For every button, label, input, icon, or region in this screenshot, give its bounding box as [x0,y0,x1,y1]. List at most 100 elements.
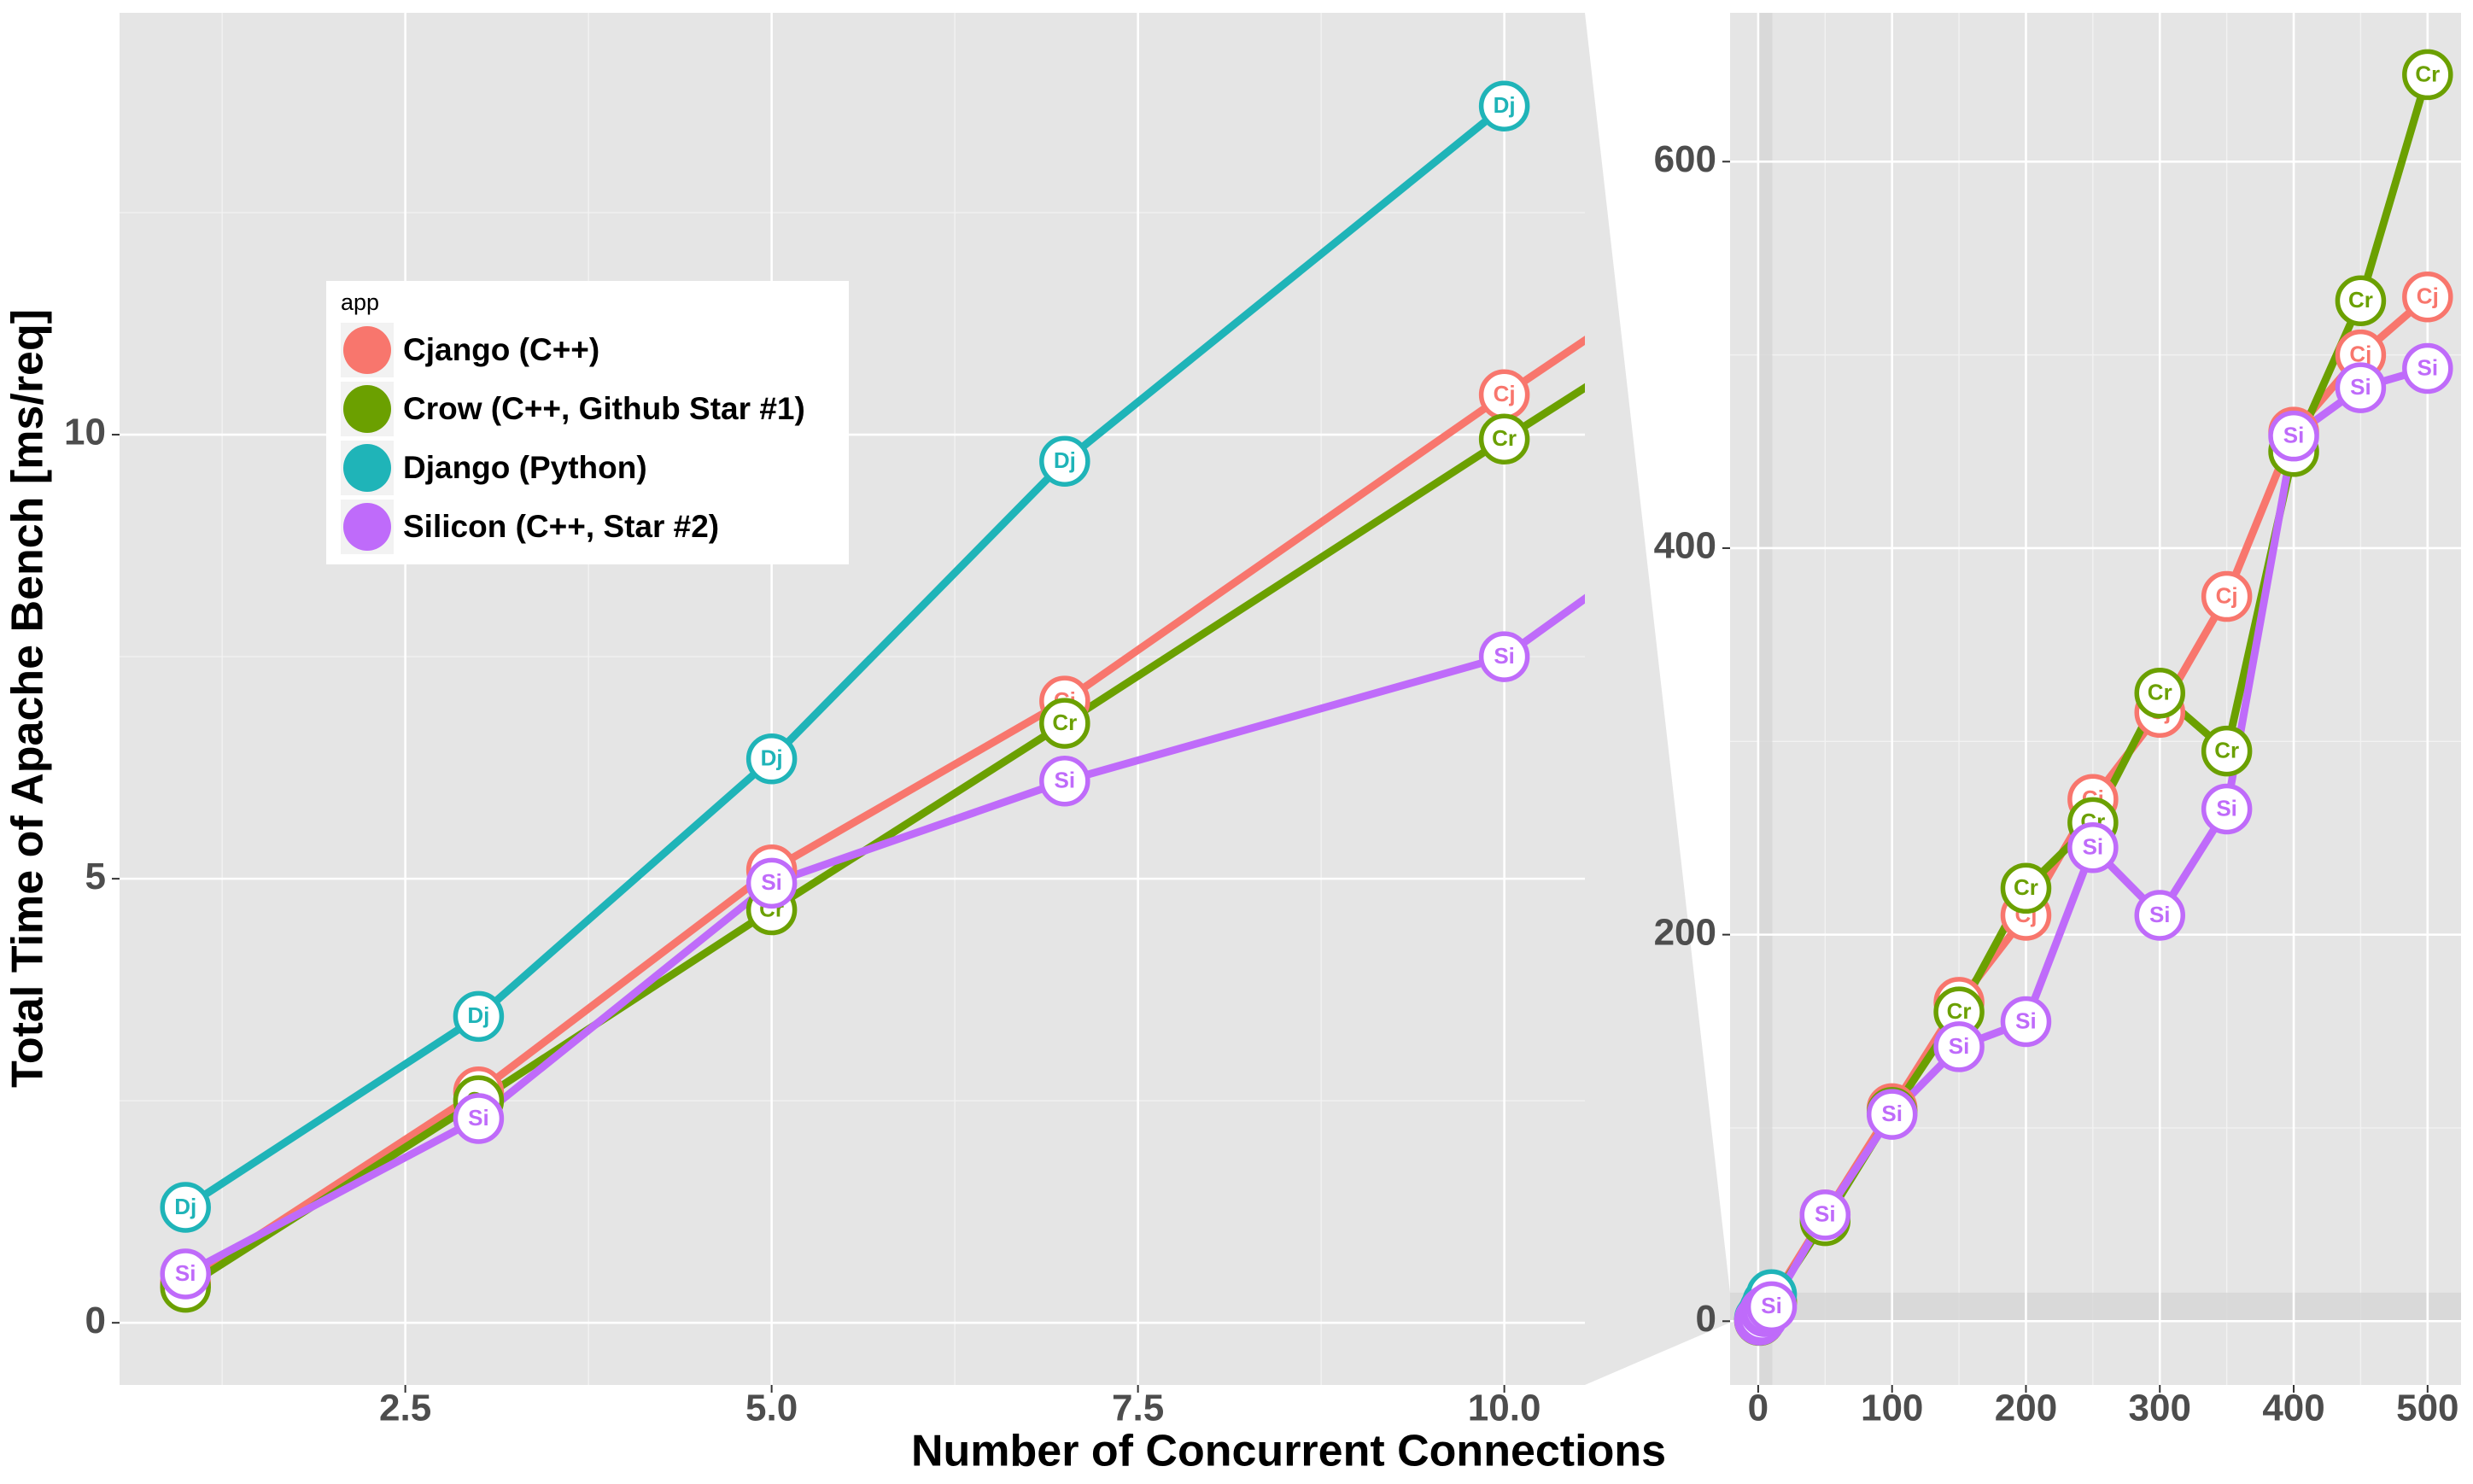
point [1866,1089,1918,1140]
point-marker: Cr [2335,275,2387,326]
y-tick-label: 5 [85,856,106,897]
point [1039,698,1090,749]
point [1039,755,1090,807]
point-label: Cj [2417,283,2439,309]
point-marker: Si [2268,410,2319,462]
point-marker: Dj [453,990,505,1043]
y-tick-label: 600 [1654,138,1716,180]
legend-label: Django (Python) [403,450,647,485]
point-marker: Si [2201,783,2253,835]
point-label: Si [1055,768,1076,793]
point [453,1093,505,1144]
panel-background [1730,13,2461,1385]
point-label: Si [175,1260,196,1286]
series-line [184,593,1585,1277]
point-label: Dj [467,1002,489,1028]
point [1478,631,1530,682]
x-tick-label: 10.0 [1468,1388,1541,1429]
point-marker: Cr [2134,667,2186,719]
point [2201,570,2253,622]
x-axis-title: Number of Concurrent Connections [911,1427,1666,1476]
point-marker: Si [1866,1089,1918,1140]
point-marker: Si [160,1248,211,1300]
x-tick-label: 2.5 [379,1388,431,1429]
point [453,990,505,1043]
legend-swatch [343,503,391,551]
y-tick-label: 400 [1654,525,1716,567]
point-marker: Si [1745,1281,1798,1333]
point-marker: Cr [2402,49,2453,101]
point-label: Cj [1494,381,1516,406]
legend-label: Cjango (C++) [403,332,599,367]
legend-swatch [343,385,391,433]
point-label: Si [2350,374,2371,400]
point [2067,822,2119,873]
point-label: Si [1881,1101,1903,1126]
point [1478,413,1530,465]
x-tick-label: 7.5 [1112,1388,1164,1429]
point-marker: Cr [1478,413,1530,465]
point [745,857,798,909]
point-marker: Cr [2201,725,2253,777]
point-label: Si [2015,1008,2037,1033]
point-marker: Si [2067,822,2119,873]
point [2000,996,2052,1048]
point-label: Cr [2148,680,2172,705]
point [2335,275,2387,326]
point-label: Cr [1947,998,1972,1024]
legend-box [326,281,849,564]
point [2335,362,2387,413]
point-marker: Dj [1478,80,1530,131]
point [1745,1281,1798,1333]
point [2402,342,2453,394]
series-line [183,336,1585,1287]
x-tick-label: 0 [1748,1388,1769,1429]
legend-swatch [343,444,391,492]
point [2201,725,2253,777]
point-label: Si [1761,1293,1782,1318]
point [2134,667,2186,719]
point-marker: Si [1478,631,1530,682]
point [2402,49,2453,101]
y-axis-title: Total Time of Apache Bench [ms/req] [3,309,53,1088]
point-label: Si [2417,354,2439,380]
point-label: Cr [2415,61,2440,86]
point-marker: Dj [745,733,798,785]
point [2134,890,2186,941]
point-marker: Si [2402,342,2453,394]
legend-title: app [341,289,379,315]
point-label: Si [2283,423,2305,448]
x-tick-label: 100 [1861,1388,1923,1429]
point [2268,410,2319,462]
point [1933,1021,1985,1072]
point-marker: Si [453,1093,505,1144]
y-tick-label: 0 [1696,1298,1716,1340]
point [2402,271,2453,323]
point-marker: Si [2134,890,2186,941]
zoom-band [1730,1292,2461,1323]
plot-area: CjCjCjCjCjCjCjCjCjCjCjCjCjCjCjCrCrCrCrCr… [160,80,1585,1313]
point-marker: Si [745,857,798,909]
point-label: Dj [1494,92,1516,118]
point-label: Cr [2014,874,2038,900]
x-tick-label: 500 [2396,1388,2458,1429]
point-marker: Cr [1039,698,1090,749]
point-label: Cr [2348,287,2373,313]
point-label: Cr [2214,737,2239,762]
point-marker: Si [1799,1189,1851,1241]
point-label: Cj [2216,582,2238,608]
point [2201,783,2253,835]
point-marker: Si [2000,996,2052,1048]
point-label: Si [468,1105,489,1131]
point-label: Si [2083,834,2104,860]
point [1799,1189,1851,1241]
point [745,733,798,785]
point-marker: Cj [1478,369,1530,421]
x-tick-label: 5.0 [745,1388,798,1429]
point-label: Si [761,869,782,895]
legend-swatch [343,326,391,374]
point [1478,80,1530,131]
point-label: Si [1494,643,1515,669]
point-label: Si [2216,795,2237,821]
